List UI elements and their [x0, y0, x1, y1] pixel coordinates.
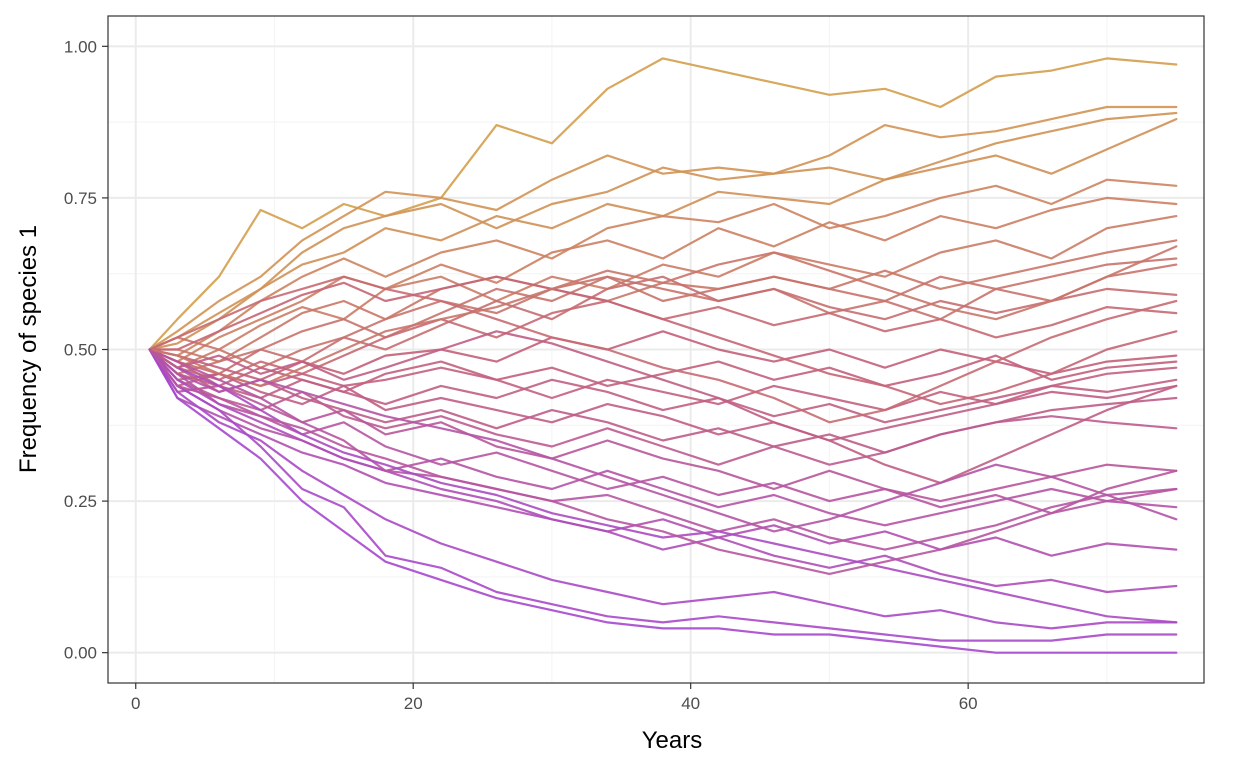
- series-line-29: [148, 348, 1178, 624]
- series-line-28: [148, 348, 1178, 551]
- series-line-14: [148, 348, 1178, 393]
- series-line-20: [148, 348, 1178, 503]
- series-line-34: [148, 348, 1178, 533]
- x-tick-label: 40: [681, 694, 700, 713]
- series-line-6: [148, 196, 1178, 363]
- series-line-27: [148, 348, 1178, 654]
- series-line-4: [148, 117, 1178, 351]
- grid-layer: [108, 16, 1204, 683]
- series-line-26: [148, 348, 1178, 642]
- series-line-2: [148, 105, 1178, 351]
- series-line-32: [148, 245, 1178, 387]
- series-line-15: [148, 348, 1178, 412]
- series-line-30: [148, 275, 1178, 424]
- axis-layer: 0 20 40 60 0.00 0.25 0.50 0.75 1.00: [64, 37, 978, 713]
- series-line-19: [148, 348, 1178, 466]
- y-tick-label: 0.25: [64, 492, 97, 511]
- x-tick-label: 0: [131, 694, 140, 713]
- y-axis-title: Frequency of species 1: [15, 225, 42, 473]
- series-line-22: [148, 348, 1178, 527]
- series-line-11: [148, 275, 1178, 375]
- x-axis-title: Years: [642, 727, 703, 754]
- series-line-16: [148, 348, 1178, 424]
- y-tick-label: 0.75: [64, 189, 97, 208]
- series-line-25: [148, 348, 1178, 630]
- series-line-33: [148, 330, 1178, 484]
- series-line-3: [148, 111, 1178, 351]
- y-tick-label: 0.50: [64, 341, 97, 360]
- series-line-35: [148, 348, 1178, 576]
- series-line-5: [148, 178, 1178, 357]
- series-line-1: [148, 57, 1178, 351]
- series-line-31: [148, 275, 1178, 406]
- series-line-10: [148, 263, 1178, 369]
- y-tick-label: 1.00: [64, 37, 97, 56]
- x-tick-label: 20: [404, 694, 423, 713]
- series-line-17: [148, 348, 1178, 442]
- series-line-21: [148, 348, 1178, 515]
- series-layer: [148, 57, 1178, 654]
- x-tick-label: 60: [959, 694, 978, 713]
- series-line-24: [148, 348, 1178, 594]
- y-tick-label: 0.00: [64, 644, 97, 663]
